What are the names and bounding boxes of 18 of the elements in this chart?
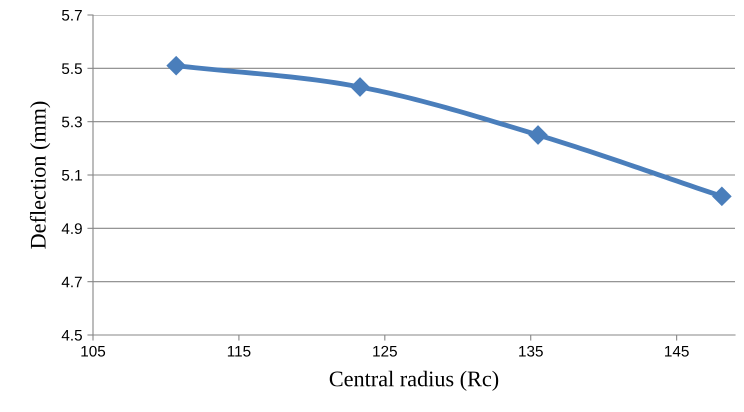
y-tick-label: 5.5 [62,63,82,74]
x-axis-title: Central radius (Rc) [330,370,498,391]
y-axis-title: Deflection (mm) [30,102,50,249]
y-tick-label: 4.7 [62,276,82,288]
y-tick-label: 4.5 [62,330,82,341]
point [712,186,732,206]
x-tick-label: 125 [373,346,397,357]
point [528,125,548,145]
x-tick-label: 115 [228,346,250,357]
y-tick-label: 5.7 [62,10,82,21]
point [166,56,186,76]
y-tick-label: 4.9 [62,223,82,234]
y-tick-label: 5.1 [62,170,82,181]
point [350,77,370,97]
y-tick-label: 5.3 [62,116,82,128]
x-tick-label: 105 [81,346,106,357]
x-tick-label: 135 [519,346,543,357]
x-tick-label: 145 [665,346,689,357]
